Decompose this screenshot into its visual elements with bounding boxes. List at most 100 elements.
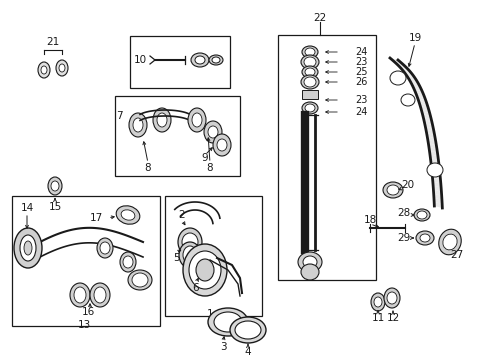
Polygon shape (425, 126, 433, 132)
Ellipse shape (183, 244, 226, 296)
Ellipse shape (301, 55, 318, 69)
Ellipse shape (129, 113, 147, 137)
Text: 7: 7 (116, 111, 122, 121)
Ellipse shape (157, 113, 167, 127)
Polygon shape (417, 98, 426, 103)
Ellipse shape (132, 273, 148, 287)
Ellipse shape (97, 238, 113, 258)
Polygon shape (403, 72, 412, 75)
Text: 13: 13 (77, 320, 90, 330)
Ellipse shape (400, 94, 414, 106)
Ellipse shape (116, 206, 140, 224)
Text: 27: 27 (449, 250, 463, 260)
Polygon shape (429, 158, 438, 164)
Ellipse shape (153, 108, 171, 132)
Ellipse shape (373, 297, 381, 307)
Polygon shape (432, 185, 441, 192)
Ellipse shape (302, 102, 317, 114)
Polygon shape (430, 162, 438, 168)
Polygon shape (390, 59, 399, 62)
Polygon shape (428, 150, 437, 156)
Ellipse shape (214, 312, 242, 332)
Polygon shape (433, 198, 441, 204)
Text: 12: 12 (386, 313, 399, 323)
Polygon shape (393, 62, 403, 65)
Ellipse shape (178, 228, 202, 256)
Text: 6: 6 (192, 283, 199, 293)
Text: 5: 5 (172, 253, 179, 263)
Ellipse shape (382, 182, 402, 198)
Polygon shape (389, 58, 398, 61)
Polygon shape (425, 130, 434, 135)
Polygon shape (402, 70, 411, 73)
Polygon shape (401, 69, 410, 72)
Bar (278, 35, 375, 280)
Text: 8: 8 (144, 163, 151, 173)
Ellipse shape (304, 77, 315, 87)
Polygon shape (398, 66, 407, 69)
Polygon shape (424, 123, 432, 129)
Ellipse shape (386, 292, 396, 304)
Polygon shape (391, 60, 400, 63)
Polygon shape (431, 177, 440, 184)
Ellipse shape (386, 185, 398, 195)
Ellipse shape (207, 308, 247, 336)
Text: 23: 23 (354, 57, 366, 67)
Polygon shape (411, 84, 420, 87)
Polygon shape (392, 61, 402, 64)
Polygon shape (432, 181, 440, 188)
Polygon shape (431, 170, 439, 176)
Ellipse shape (302, 46, 317, 58)
Text: 10: 10 (133, 55, 146, 65)
Ellipse shape (51, 181, 59, 191)
Polygon shape (400, 68, 409, 71)
Polygon shape (397, 65, 406, 68)
Ellipse shape (305, 48, 314, 56)
Polygon shape (430, 166, 439, 172)
Ellipse shape (196, 259, 214, 281)
Ellipse shape (74, 287, 86, 303)
Text: 9: 9 (201, 153, 208, 163)
Ellipse shape (38, 62, 50, 78)
Polygon shape (412, 87, 422, 91)
Ellipse shape (120, 252, 136, 272)
Polygon shape (432, 190, 441, 196)
Ellipse shape (415, 231, 433, 245)
Ellipse shape (389, 71, 405, 85)
Polygon shape (419, 103, 427, 108)
Polygon shape (419, 106, 428, 111)
Ellipse shape (416, 211, 426, 219)
Text: 25: 25 (354, 67, 367, 77)
Ellipse shape (302, 66, 317, 78)
Ellipse shape (203, 121, 222, 143)
Text: 20: 20 (401, 180, 414, 190)
Ellipse shape (94, 287, 106, 303)
Polygon shape (407, 77, 416, 81)
Ellipse shape (41, 66, 47, 74)
Ellipse shape (183, 246, 197, 264)
Ellipse shape (187, 108, 205, 132)
Ellipse shape (305, 104, 314, 112)
Ellipse shape (123, 256, 133, 268)
Text: 3: 3 (219, 342, 226, 352)
Ellipse shape (121, 210, 135, 220)
Polygon shape (418, 101, 427, 105)
Polygon shape (415, 94, 424, 98)
Ellipse shape (189, 251, 221, 289)
Polygon shape (410, 82, 419, 86)
Text: 2: 2 (178, 210, 185, 220)
Polygon shape (427, 140, 435, 145)
Polygon shape (414, 91, 423, 96)
Ellipse shape (235, 321, 261, 339)
Text: 29: 29 (396, 233, 409, 243)
Text: 15: 15 (48, 202, 61, 212)
Polygon shape (427, 136, 435, 142)
Text: 14: 14 (20, 203, 34, 213)
Polygon shape (396, 64, 405, 67)
Text: 26: 26 (354, 77, 366, 87)
Ellipse shape (303, 256, 316, 268)
Bar (12, 196, 160, 326)
Polygon shape (433, 202, 442, 208)
Text: 16: 16 (82, 307, 95, 317)
Ellipse shape (370, 293, 384, 311)
